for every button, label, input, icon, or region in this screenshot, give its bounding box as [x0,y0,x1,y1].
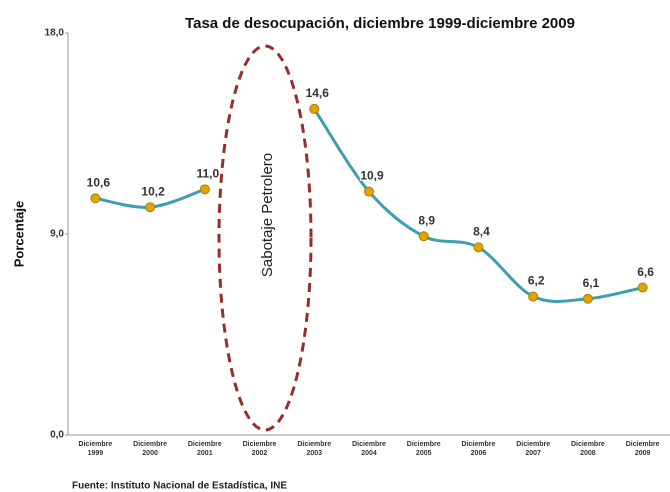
x-tick-label: Diciembre 2001 [187,441,222,457]
line [95,108,643,303]
x-tick-label: Diciembre 2004 [352,441,386,457]
data-label: 10,6 [87,175,111,189]
x-tick-label: Diciembre 2000 [133,441,167,457]
y-tick-label: 0,0 [50,430,64,441]
x-tick-label: Diciembre 2008 [570,441,605,457]
marker [199,184,210,195]
annotation-ellipse [217,44,313,432]
x-tick-label: Diciembre 2002 [242,441,277,457]
x-tick-label: Diciembre 2005 [406,441,441,457]
x-tick-label: Diciembre 2009 [625,441,660,457]
marker [473,242,484,253]
marker [418,231,429,242]
x-tick-label: Diciembre 1999 [78,441,113,457]
marker [90,193,101,204]
data-label: 11,0 [196,167,219,181]
data-label: 8,9 [418,213,435,227]
marker [145,202,156,213]
marker [637,282,648,293]
source: Fuente: Instituto Nacional de Estadístic… [72,481,287,492]
x-tick-label: Diciembre 2007 [516,441,551,457]
annotation: Sabotaje Petrolero [259,153,276,277]
data-label: 8,4 [473,225,490,239]
marker [582,293,593,304]
y-tick-label: 9,0 [50,229,64,240]
data-label: 10,9 [360,169,384,183]
marker [309,103,320,114]
data-label: 6,6 [637,265,654,279]
y-axis-label: Porcentaje [11,201,26,267]
chart-title: Tasa de desocupación, diciembre 1999-dic… [185,15,575,32]
data-label: 6,2 [528,274,545,288]
data-label: 14,6 [306,86,330,100]
y-tick-label: 18,0 [45,28,65,39]
x-tick-label: Diciembre 2006 [461,441,496,457]
marker [364,186,374,197]
marker [528,291,539,302]
data-label: 6,1 [583,276,600,290]
data-label: 10,2 [141,184,165,198]
x-tick-label: Diciembre 2003 [297,441,332,457]
